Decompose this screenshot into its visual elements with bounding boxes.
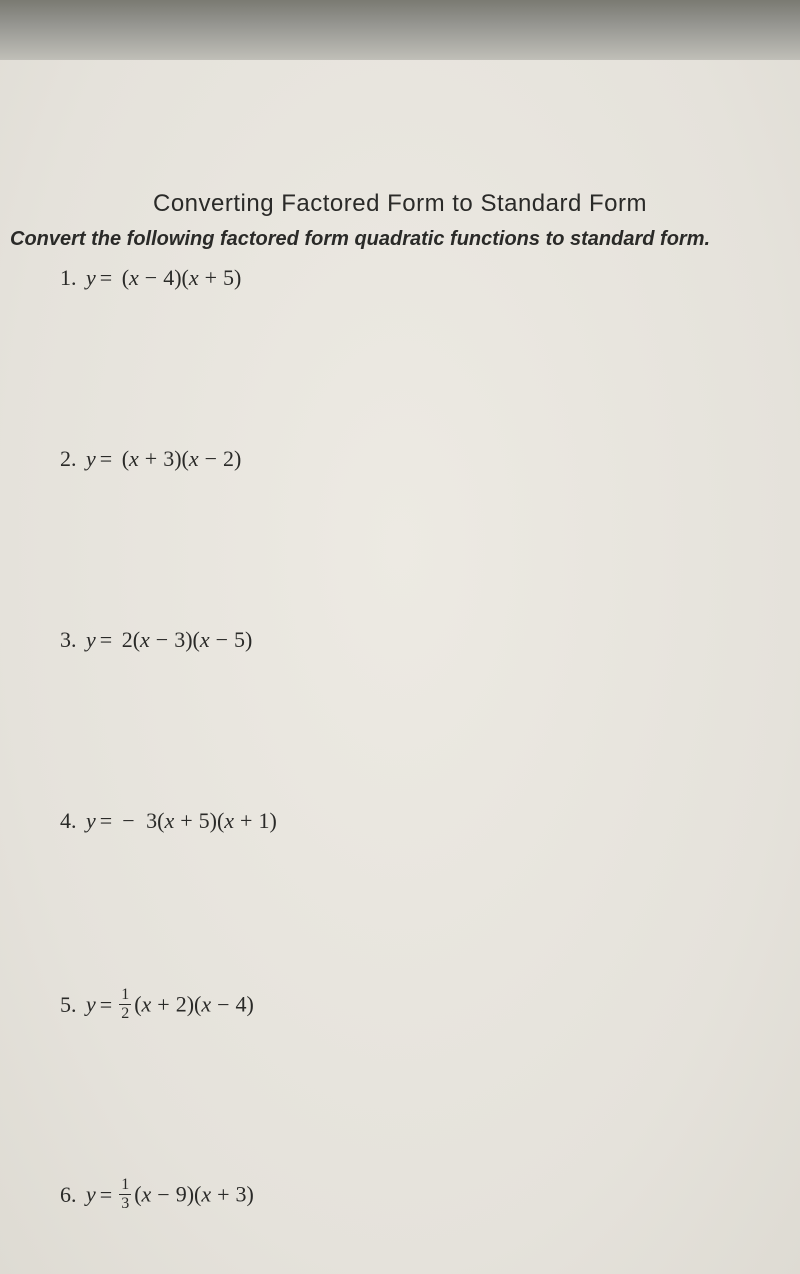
problem-number: 2. xyxy=(60,446,86,472)
lhs-variable: y xyxy=(86,808,96,833)
problem-number: 6. xyxy=(60,1182,86,1208)
problem-6: 6.y=13(x−9)(x+3) xyxy=(40,1179,760,1214)
worksheet-title: Converting Factored Form to Standard For… xyxy=(40,190,760,218)
worksheet-page: Converting Factored Form to Standard For… xyxy=(0,60,800,1274)
problem-number: 1. xyxy=(60,265,86,291)
equals-sign: = xyxy=(100,992,112,1017)
equals-sign: = xyxy=(100,627,112,652)
problem-number: 4. xyxy=(60,808,86,834)
lhs-variable: y xyxy=(86,1182,96,1207)
problem-number: 5. xyxy=(60,992,86,1018)
problem-4: 4.y=− 3(x+5)(x+1) xyxy=(40,808,760,834)
lhs-variable: y xyxy=(86,446,96,471)
worksheet-instructions: Convert the following factored form quad… xyxy=(10,228,760,251)
problem-1: 1.y= (x−4)(x+5) xyxy=(40,265,760,291)
problems-list: 1.y= (x−4)(x+5) 2.y= (x+3)(x−2) 3.y= 2(x−3… xyxy=(40,265,760,1214)
problem-3: 3.y= 2(x−3)(x−5) xyxy=(40,627,760,653)
equals-sign: = xyxy=(100,1182,112,1207)
lhs-variable: y xyxy=(86,265,96,290)
lhs-variable: y xyxy=(86,992,96,1017)
equals-sign: = xyxy=(100,446,112,471)
equals-sign: = xyxy=(100,265,112,290)
problem-2: 2.y= (x+3)(x−2) xyxy=(40,446,760,472)
equals-sign: = xyxy=(100,808,112,833)
problem-number: 3. xyxy=(60,627,86,653)
lhs-variable: y xyxy=(86,627,96,652)
page-top-shadow xyxy=(0,0,800,60)
problem-5: 5.y=12(x+2)(x−4) xyxy=(40,989,760,1024)
